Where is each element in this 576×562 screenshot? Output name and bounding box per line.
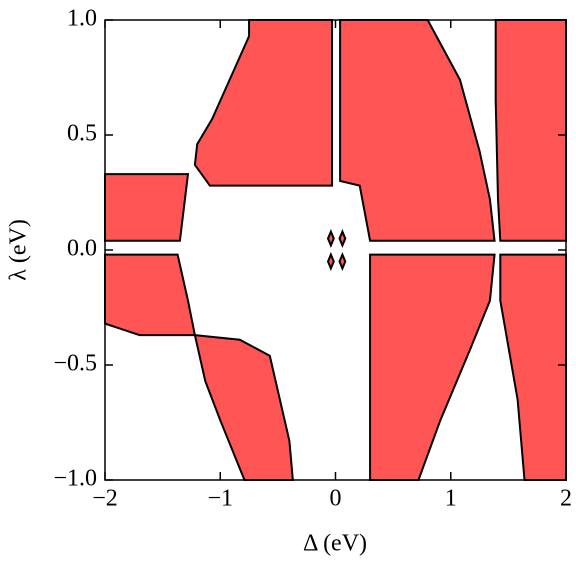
x-tick-label: −1 — [207, 486, 233, 512]
region — [338, 229, 347, 248]
y-axis-label: λ (eV) — [6, 219, 32, 281]
x-tick-label: 2 — [560, 486, 572, 512]
y-tick-label: 0.5 — [67, 121, 97, 147]
y-tick-label: 1.0 — [67, 6, 97, 32]
region — [494, 19, 567, 242]
region — [338, 252, 347, 271]
y-tick-label: −1.0 — [53, 466, 97, 492]
x-tick-label: −2 — [92, 486, 118, 512]
region — [193, 19, 334, 187]
region — [104, 253, 197, 337]
x-tick-label: 0 — [330, 486, 342, 512]
y-tick-label: 0.0 — [67, 236, 97, 262]
region — [326, 252, 335, 271]
region — [499, 253, 567, 481]
y-tick-label: −0.5 — [53, 351, 97, 377]
x-tick-label: 1 — [445, 486, 457, 512]
region — [326, 229, 335, 248]
region — [369, 253, 496, 481]
region — [339, 19, 496, 242]
region — [104, 173, 190, 242]
x-axis-label: Δ (eV) — [303, 531, 367, 557]
region — [193, 333, 294, 481]
